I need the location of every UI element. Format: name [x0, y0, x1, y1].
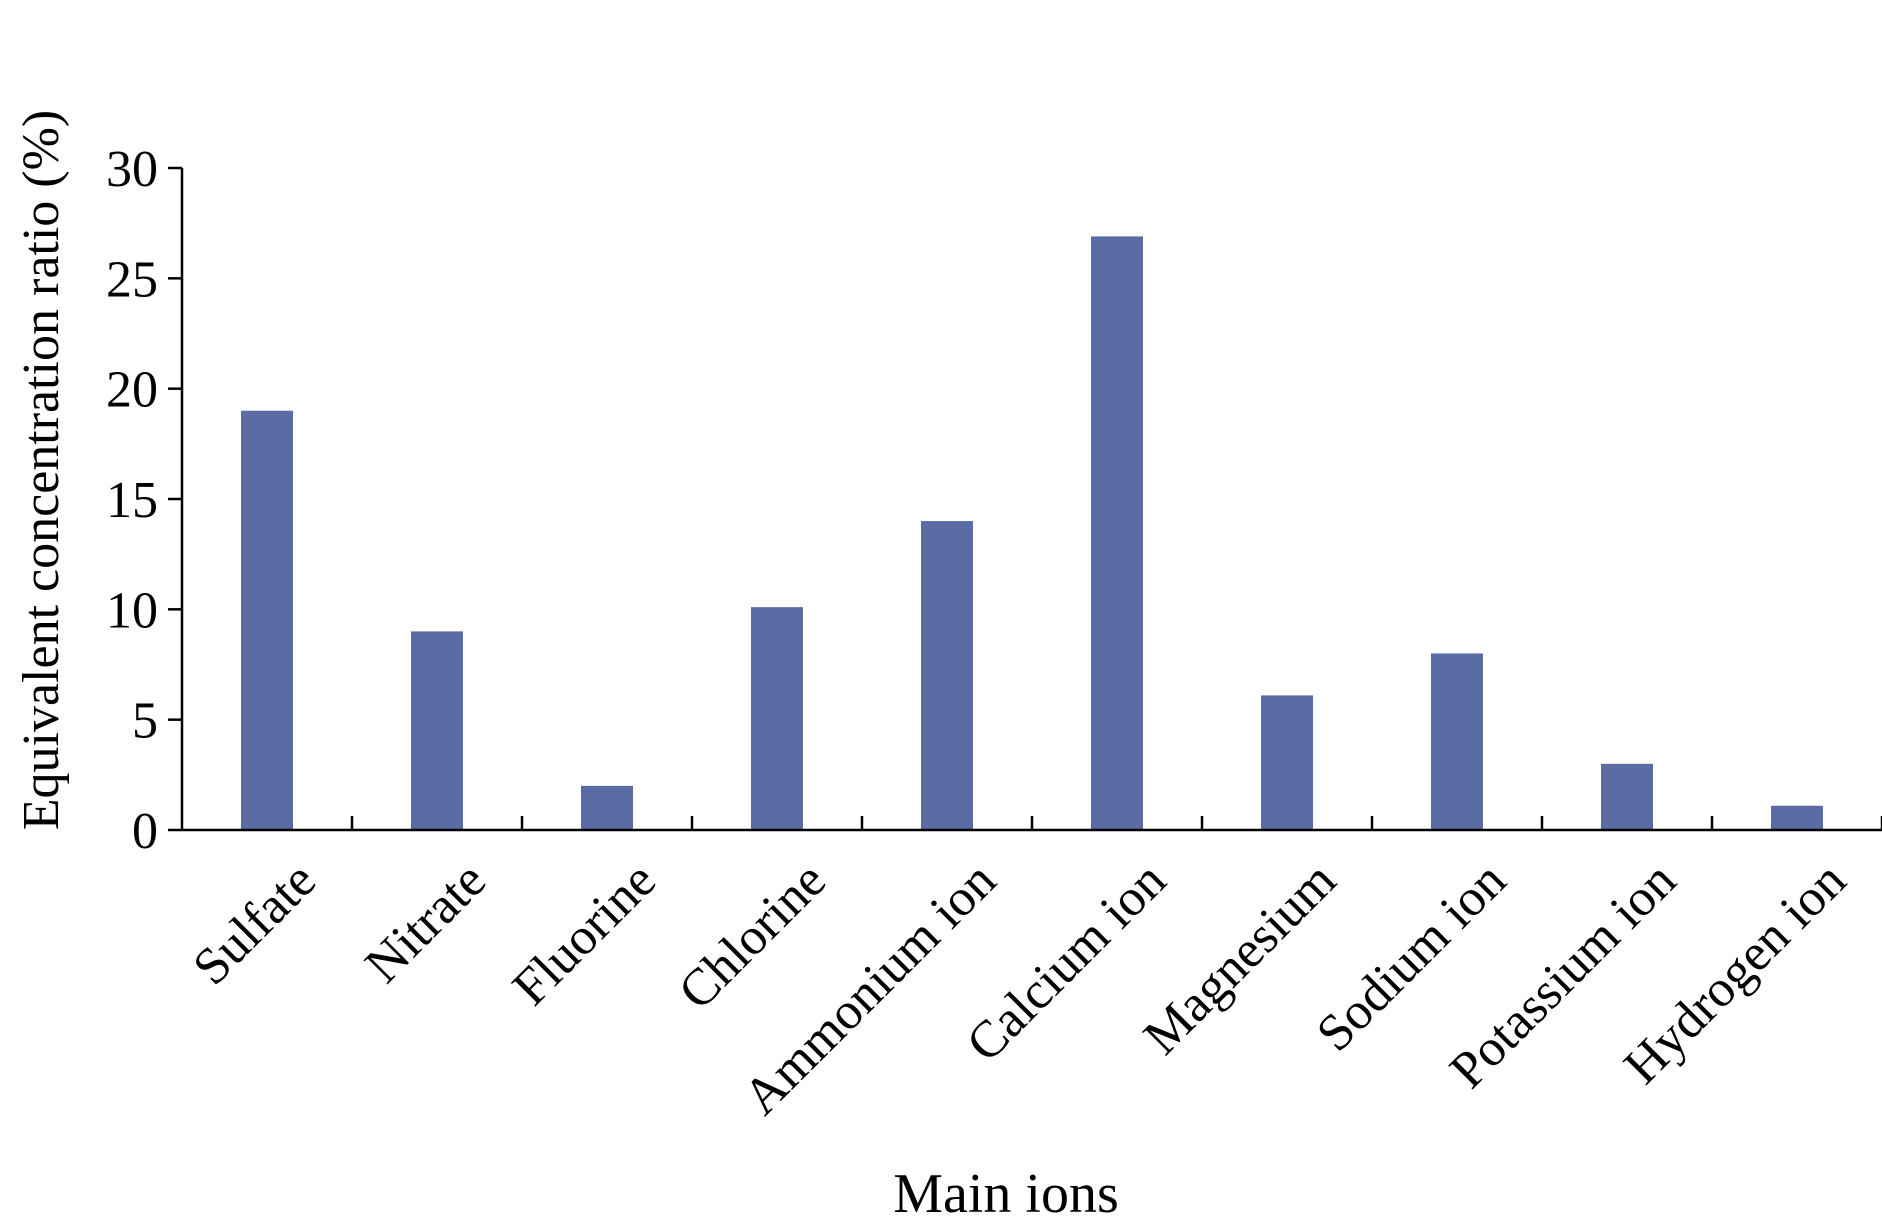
y-tick-label: 10	[106, 582, 158, 639]
y-ticks-group: 0 5 10 15 20 25 30	[106, 141, 182, 860]
x-tick-label: Nitrate	[355, 852, 497, 994]
y-axis-label: Equivalent concentration ratio (%)	[13, 110, 70, 830]
y-tick-label: 5	[132, 693, 158, 750]
bar-magnesium	[1261, 695, 1313, 830]
bar-ammonium-ion	[921, 521, 973, 830]
bar-hydrogen-ion	[1771, 805, 1823, 830]
bar-fluorine	[581, 785, 633, 830]
bar-calcium-ion	[1091, 236, 1143, 830]
y-tick-label: 0	[132, 803, 158, 860]
x-tick-label: Fluorine	[502, 852, 667, 1017]
bar-sodium-ion	[1431, 653, 1483, 830]
bar-nitrate	[411, 631, 463, 830]
x-tick-label: Chlorine	[668, 852, 837, 1021]
bar-potassium-ion	[1601, 763, 1653, 830]
y-tick-label: 15	[106, 472, 158, 529]
bar-sulfate	[241, 410, 293, 830]
bars-group	[241, 236, 1823, 830]
y-tick-label: 30	[106, 141, 158, 198]
y-tick-label: 20	[106, 362, 158, 419]
bar-chlorine	[751, 607, 803, 830]
y-tick-label: 25	[106, 251, 158, 308]
x-tick-label: Sulfate	[182, 852, 326, 996]
x-axis-label: Main ions	[893, 1163, 1119, 1219]
x-ticks-group	[350, 816, 1882, 830]
